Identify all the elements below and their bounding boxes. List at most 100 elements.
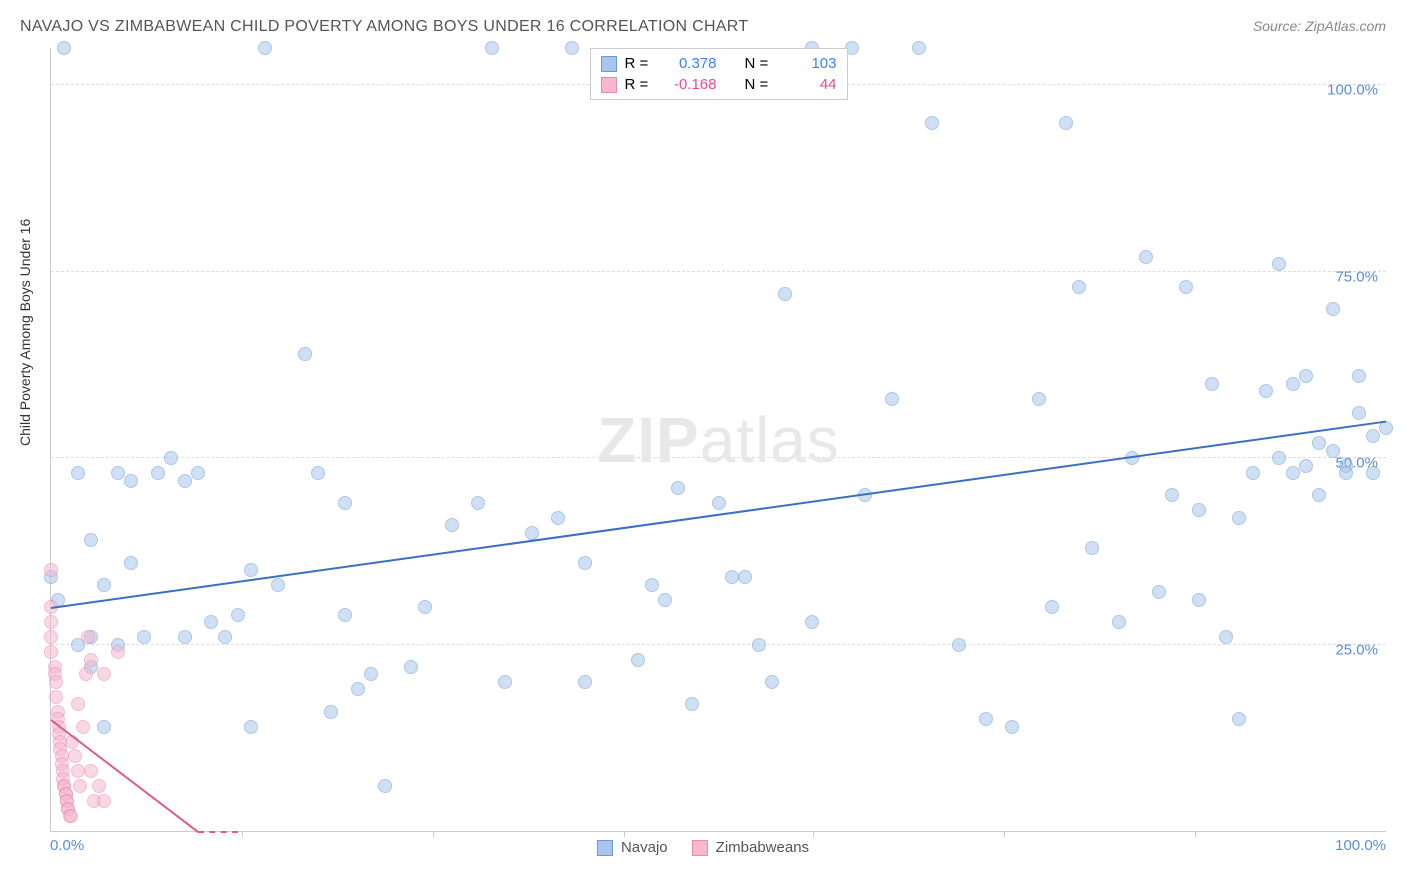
data-point bbox=[1286, 377, 1300, 391]
y-axis-label: Child Poverty Among Boys Under 16 bbox=[17, 219, 33, 446]
data-point bbox=[151, 466, 165, 480]
data-point bbox=[71, 697, 85, 711]
data-point bbox=[445, 518, 459, 532]
swatch-navajo bbox=[601, 56, 617, 72]
n-label: N = bbox=[745, 55, 783, 72]
y-tick-label: 25.0% bbox=[1335, 641, 1378, 658]
data-point bbox=[124, 474, 138, 488]
y-tick-label: 100.0% bbox=[1327, 82, 1378, 99]
data-point bbox=[244, 563, 258, 577]
data-point bbox=[778, 287, 792, 301]
data-point bbox=[351, 682, 365, 696]
source-attribution: Source: ZipAtlas.com bbox=[1253, 18, 1386, 34]
data-point bbox=[885, 392, 899, 406]
data-point bbox=[79, 667, 93, 681]
data-point bbox=[258, 41, 272, 55]
data-point bbox=[84, 533, 98, 547]
data-point bbox=[1312, 488, 1326, 502]
r-value-navajo: 0.378 bbox=[671, 55, 717, 72]
legend-item-navajo: Navajo bbox=[597, 839, 668, 856]
data-point bbox=[1246, 466, 1260, 480]
chart-title: NAVAJO VS ZIMBABWEAN CHILD POVERTY AMONG… bbox=[20, 18, 748, 36]
data-point bbox=[97, 794, 111, 808]
data-point bbox=[164, 451, 178, 465]
data-point bbox=[752, 638, 766, 652]
data-point bbox=[324, 705, 338, 719]
data-point bbox=[1139, 250, 1153, 264]
series-legend: Navajo Zimbabweans bbox=[597, 839, 809, 856]
data-point bbox=[1059, 116, 1073, 130]
r-value-zimbabweans: -0.168 bbox=[671, 76, 717, 93]
legend-row-navajo: R = 0.378 N = 103 bbox=[601, 53, 837, 74]
data-point bbox=[64, 809, 78, 823]
data-point bbox=[178, 474, 192, 488]
data-point bbox=[1112, 615, 1126, 629]
data-point bbox=[49, 690, 63, 704]
legend-item-zimbabweans: Zimbabweans bbox=[692, 839, 809, 856]
data-point bbox=[1032, 392, 1046, 406]
data-point bbox=[738, 570, 752, 584]
data-point bbox=[925, 116, 939, 130]
data-point bbox=[1205, 377, 1219, 391]
swatch-navajo bbox=[597, 840, 613, 856]
n-value-zimbabweans: 44 bbox=[791, 76, 837, 93]
data-point bbox=[84, 653, 98, 667]
data-point bbox=[57, 41, 71, 55]
data-point bbox=[1179, 280, 1193, 294]
x-tick-mark bbox=[624, 831, 625, 837]
data-point bbox=[471, 496, 485, 510]
data-point bbox=[1085, 541, 1099, 555]
data-point bbox=[71, 764, 85, 778]
data-point bbox=[1045, 600, 1059, 614]
y-tick-label: 75.0% bbox=[1335, 268, 1378, 285]
legend-row-zimbabweans: R = -0.168 N = 44 bbox=[601, 74, 837, 95]
data-point bbox=[68, 749, 82, 763]
data-point bbox=[1312, 436, 1326, 450]
data-point bbox=[137, 630, 151, 644]
data-point bbox=[551, 511, 565, 525]
x-axis-min-label: 0.0% bbox=[50, 837, 84, 854]
data-point bbox=[418, 600, 432, 614]
data-point bbox=[1259, 384, 1273, 398]
data-point bbox=[218, 630, 232, 644]
data-point bbox=[92, 779, 106, 793]
gridline-h bbox=[51, 644, 1386, 645]
data-point bbox=[97, 578, 111, 592]
data-point bbox=[1192, 503, 1206, 517]
data-point bbox=[311, 466, 325, 480]
data-point bbox=[298, 347, 312, 361]
data-point bbox=[71, 466, 85, 480]
data-point bbox=[1232, 511, 1246, 525]
data-point bbox=[1299, 369, 1313, 383]
data-point bbox=[725, 570, 739, 584]
data-point bbox=[485, 41, 499, 55]
data-point bbox=[1299, 459, 1313, 473]
watermark: ZIPatlas bbox=[597, 403, 840, 477]
data-point bbox=[49, 675, 63, 689]
data-point bbox=[645, 578, 659, 592]
data-point bbox=[1379, 421, 1393, 435]
data-point bbox=[231, 608, 245, 622]
data-point bbox=[578, 675, 592, 689]
swatch-zimbabweans bbox=[692, 840, 708, 856]
data-point bbox=[1286, 466, 1300, 480]
data-point bbox=[1326, 444, 1340, 458]
data-point bbox=[97, 667, 111, 681]
data-point bbox=[1232, 712, 1246, 726]
n-label: N = bbox=[745, 76, 783, 93]
data-point bbox=[1339, 466, 1353, 480]
data-point bbox=[1192, 593, 1206, 607]
data-point bbox=[565, 41, 579, 55]
data-point bbox=[1352, 406, 1366, 420]
scatter-plot-area: ZIPatlas R = 0.378 N = 103 R = -0.168 N … bbox=[50, 48, 1386, 832]
data-point bbox=[1072, 280, 1086, 294]
data-point bbox=[712, 496, 726, 510]
data-point bbox=[111, 645, 125, 659]
data-point bbox=[44, 630, 58, 644]
data-point bbox=[81, 630, 95, 644]
data-point bbox=[404, 660, 418, 674]
x-tick-mark bbox=[433, 831, 434, 837]
x-tick-mark bbox=[1004, 831, 1005, 837]
data-point bbox=[1005, 720, 1019, 734]
swatch-zimbabweans bbox=[601, 77, 617, 93]
